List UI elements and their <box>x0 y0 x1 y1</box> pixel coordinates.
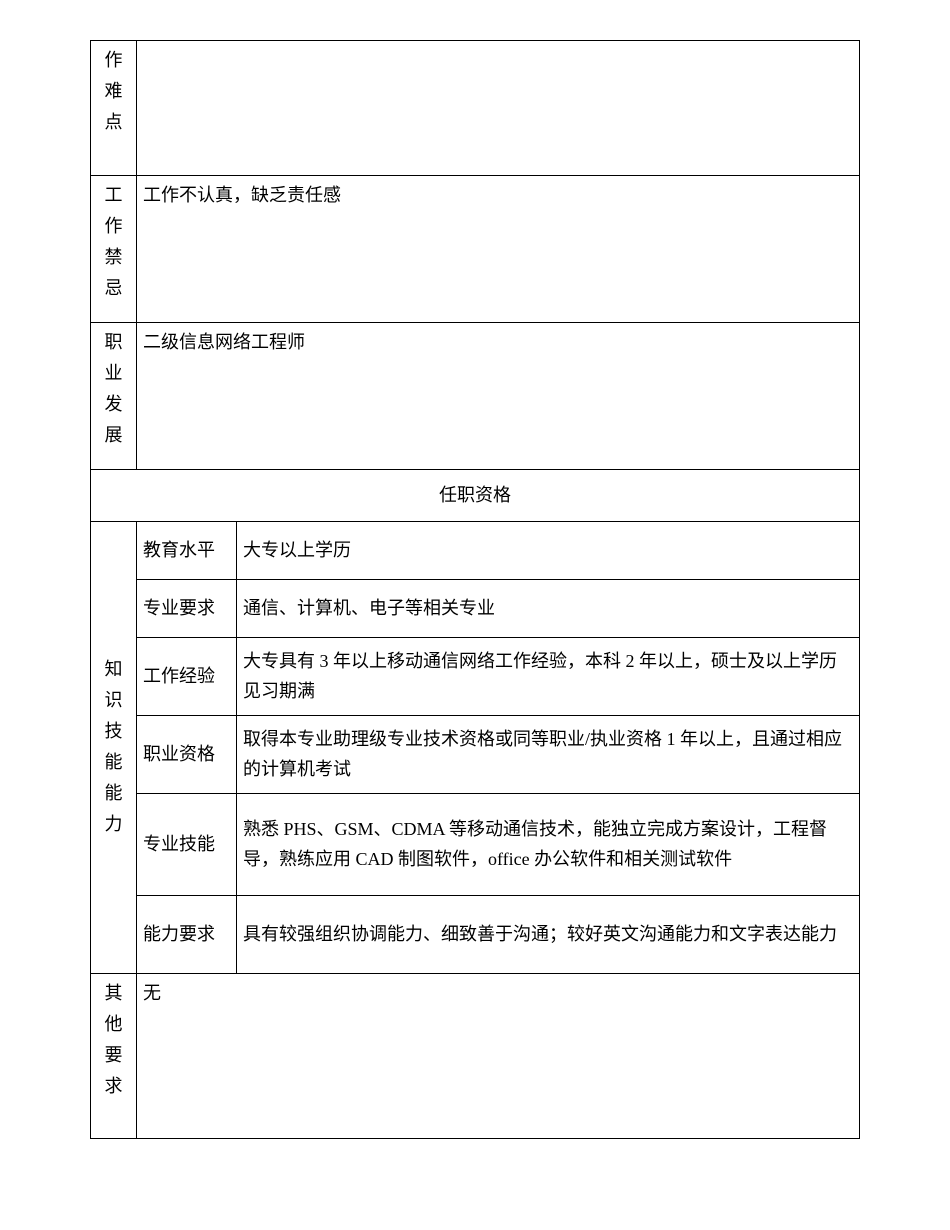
major-value: 通信、计算机、电子等相关专业 <box>237 579 860 637</box>
education-label: 教育水平 <box>137 521 237 579</box>
experience-label: 工作经验 <box>137 637 237 715</box>
row-skills: 专业技能 熟悉 PHS、GSM、CDMA 等移动通信技术，能独立完成方案设计，工… <box>91 793 860 895</box>
qualification-label: 职业资格 <box>137 715 237 793</box>
row-difficulty: 作难点 <box>91 41 860 176</box>
section-header: 任职资格 <box>91 470 860 522</box>
career-label: 职业发展 <box>97 327 130 451</box>
kse-label-cell: 知识技能能力 <box>91 521 137 973</box>
difficulty-label: 作难点 <box>97 45 130 138</box>
skills-label: 专业技能 <box>137 793 237 895</box>
job-spec-table: 作难点 工作禁忌 工作不认真，缺乏责任感 职业发展 二级信息网络工程师 任职资格… <box>90 40 860 1139</box>
career-label-cell: 职业发展 <box>91 323 137 470</box>
row-taboo: 工作禁忌 工作不认真，缺乏责任感 <box>91 176 860 323</box>
capability-label: 能力要求 <box>137 895 237 973</box>
experience-value: 大专具有 3 年以上移动通信网络工作经验，本科 2 年以上，硕士及以上学历见习期… <box>237 637 860 715</box>
difficulty-value <box>137 41 860 176</box>
row-experience: 工作经验 大专具有 3 年以上移动通信网络工作经验，本科 2 年以上，硕士及以上… <box>91 637 860 715</box>
major-label: 专业要求 <box>137 579 237 637</box>
difficulty-label-cell: 作难点 <box>91 41 137 176</box>
skills-value: 熟悉 PHS、GSM、CDMA 等移动通信技术，能独立完成方案设计，工程督导，熟… <box>237 793 860 895</box>
taboo-label-cell: 工作禁忌 <box>91 176 137 323</box>
row-education: 知识技能能力 教育水平 大专以上学历 <box>91 521 860 579</box>
education-value: 大专以上学历 <box>237 521 860 579</box>
other-label: 其他要求 <box>97 978 130 1102</box>
other-value: 无 <box>137 973 860 1138</box>
kse-label: 知识技能能力 <box>97 654 130 840</box>
other-label-cell: 其他要求 <box>91 973 137 1138</box>
taboo-value: 工作不认真，缺乏责任感 <box>137 176 860 323</box>
capability-value: 具有较强组织协调能力、细致善于沟通；较好英文沟通能力和文字表达能力 <box>237 895 860 973</box>
qualification-value: 取得本专业助理级专业技术资格或同等职业/执业资格 1 年以上，且通过相应的计算机… <box>237 715 860 793</box>
row-section-header: 任职资格 <box>91 470 860 522</box>
row-major: 专业要求 通信、计算机、电子等相关专业 <box>91 579 860 637</box>
taboo-label: 工作禁忌 <box>97 180 130 304</box>
row-other: 其他要求 无 <box>91 973 860 1138</box>
career-value: 二级信息网络工程师 <box>137 323 860 470</box>
row-capability: 能力要求 具有较强组织协调能力、细致善于沟通；较好英文沟通能力和文字表达能力 <box>91 895 860 973</box>
row-career: 职业发展 二级信息网络工程师 <box>91 323 860 470</box>
row-qualification: 职业资格 取得本专业助理级专业技术资格或同等职业/执业资格 1 年以上，且通过相… <box>91 715 860 793</box>
